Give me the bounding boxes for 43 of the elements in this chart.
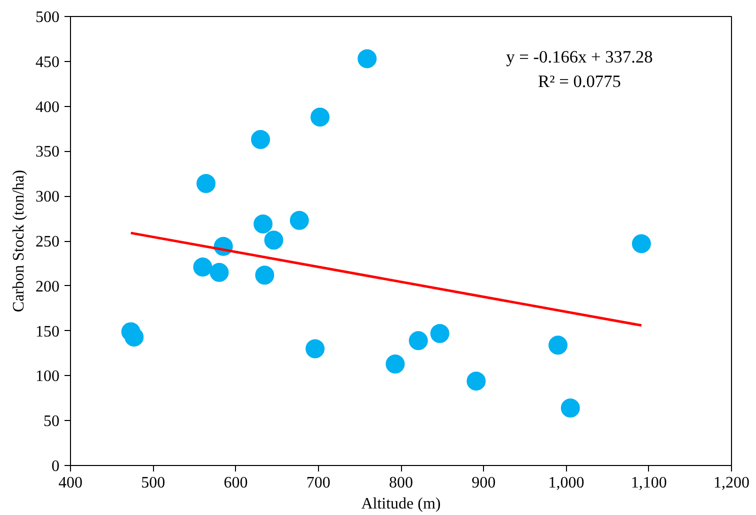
x-tick-label: 1,100 xyxy=(630,474,667,492)
x-tick-label: 600 xyxy=(224,474,248,492)
y-tick-label: 100 xyxy=(36,368,60,386)
point xyxy=(251,130,270,150)
point xyxy=(255,266,274,285)
y-tick-label: 500 xyxy=(36,9,60,26)
annotation: R² = 0.0775 xyxy=(538,72,621,92)
point xyxy=(290,210,309,230)
point xyxy=(632,234,651,254)
y-tick-label: 200 xyxy=(36,278,60,296)
point xyxy=(560,398,580,418)
point xyxy=(193,258,212,277)
point xyxy=(196,174,216,194)
y-tick-label: 300 xyxy=(36,188,60,206)
point xyxy=(430,324,450,343)
point xyxy=(210,262,229,282)
y-tick-label: 350 xyxy=(36,144,60,161)
y-axis-title: Carbon Stock (ton/ha) xyxy=(10,170,28,312)
y-tick-label: 450 xyxy=(36,54,60,71)
y-tick-label: 150 xyxy=(36,323,60,340)
point xyxy=(306,339,325,358)
point xyxy=(310,108,330,127)
x-tick-label: 800 xyxy=(389,474,413,492)
point xyxy=(466,372,486,391)
y-tick-label: 0 xyxy=(52,458,60,475)
point xyxy=(358,49,377,68)
point xyxy=(264,230,284,250)
x-tick-label: 900 xyxy=(472,474,496,492)
x-tick-label: 400 xyxy=(58,474,82,492)
y-tick-label: 400 xyxy=(36,98,60,116)
x-axis-title: Altitude (m) xyxy=(361,496,441,512)
point xyxy=(548,336,568,355)
y-tick-label: 250 xyxy=(36,234,60,250)
annotation: y = -0.166x + 337.28 xyxy=(506,47,653,66)
point xyxy=(386,354,405,374)
x-tick-label: 500 xyxy=(141,474,166,492)
point xyxy=(408,331,428,350)
point xyxy=(254,214,273,234)
point xyxy=(124,328,144,347)
x-tick-label: 1,000 xyxy=(548,474,584,492)
x-tick-label: 700 xyxy=(306,474,330,492)
y-tick-label: 50 xyxy=(44,413,60,430)
x-tick-label: 1,200 xyxy=(714,474,750,492)
